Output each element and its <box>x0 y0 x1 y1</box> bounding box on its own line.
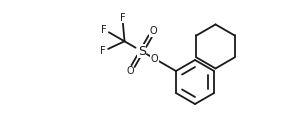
Text: O: O <box>126 66 134 76</box>
Text: S: S <box>138 45 146 58</box>
Text: O: O <box>151 54 158 64</box>
Text: F: F <box>101 25 107 34</box>
Text: F: F <box>100 46 106 56</box>
Text: O: O <box>149 26 157 36</box>
Text: F: F <box>120 13 125 23</box>
